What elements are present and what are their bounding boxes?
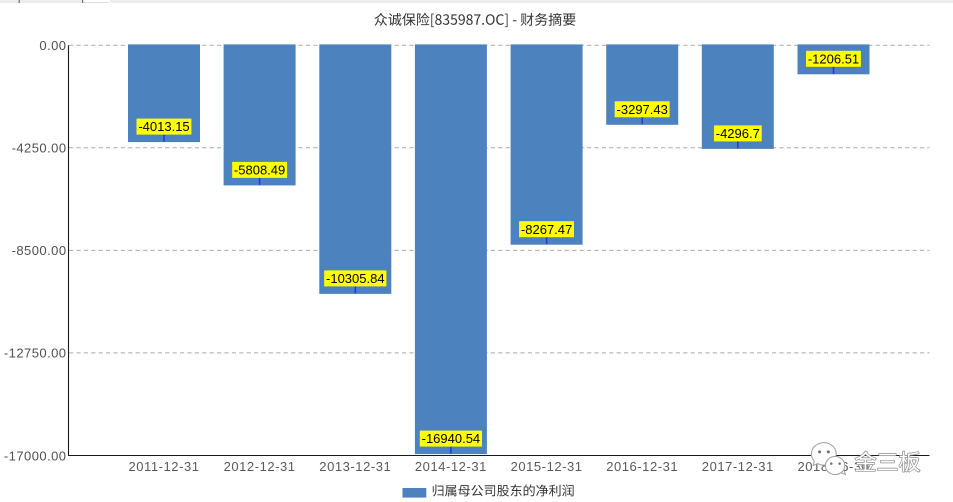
svg-text:2015-12-31: 2015-12-31 bbox=[511, 459, 583, 474]
svg-text:2016-12-31: 2016-12-31 bbox=[606, 459, 678, 474]
svg-text:-10305.84: -10305.84 bbox=[326, 271, 385, 286]
svg-text:2013-12-31: 2013-12-31 bbox=[319, 459, 391, 474]
svg-text:2017-12-31: 2017-12-31 bbox=[702, 459, 774, 474]
svg-text:-8500.00: -8500.00 bbox=[12, 243, 67, 258]
svg-text:0.00: 0.00 bbox=[39, 38, 66, 53]
svg-text:-3297.43: -3297.43 bbox=[617, 102, 668, 117]
svg-text:-4013.15: -4013.15 bbox=[138, 119, 189, 134]
svg-text:-4250.00: -4250.00 bbox=[12, 141, 67, 156]
svg-text:2011-12-31: 2011-12-31 bbox=[128, 459, 199, 474]
svg-text:-16940.54: -16940.54 bbox=[422, 431, 481, 446]
svg-text:-17000.00: -17000.00 bbox=[4, 448, 67, 463]
svg-text:2014-12-31: 2014-12-31 bbox=[415, 459, 487, 474]
svg-text:-8267.47: -8267.47 bbox=[521, 222, 572, 237]
svg-text:-12750.00: -12750.00 bbox=[4, 346, 67, 361]
svg-text:-1206.51: -1206.51 bbox=[808, 51, 859, 66]
svg-text:-4296.7: -4296.7 bbox=[716, 126, 760, 141]
svg-text:-5808.49: -5808.49 bbox=[234, 163, 285, 178]
svg-text:2012-12-31: 2012-12-31 bbox=[224, 459, 296, 474]
